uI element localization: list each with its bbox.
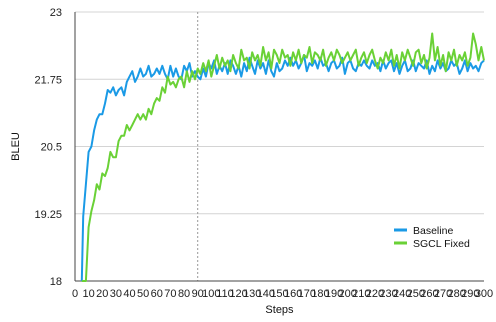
x-tick-label: 70 [164, 288, 176, 300]
x-tick-label: 180 [311, 288, 329, 300]
y-tick-label: 21.75 [34, 74, 62, 86]
grid-layer [75, 11, 484, 215]
x-tick-label: 260 [420, 288, 438, 300]
x-tick-label: 200 [338, 288, 356, 300]
x-tick-label: 170 [298, 288, 316, 300]
x-tick-label: 190 [325, 288, 343, 300]
x-tick-label: 220 [366, 288, 384, 300]
y-axis-title: BLEU [10, 132, 22, 161]
x-tick-label: 60 [151, 288, 163, 300]
x-tick-label: 240 [393, 288, 411, 300]
x-tick-label: 130 [243, 288, 261, 300]
x-tick-label: 10 [83, 288, 95, 300]
y-tick-label: 20.5 [41, 142, 62, 154]
x-tick-label: 300 [475, 288, 493, 300]
x-tick-label: 250 [407, 288, 425, 300]
x-tick-label: 160 [284, 288, 302, 300]
x-tick-label: 150 [270, 288, 288, 300]
x-tick-label: 110 [216, 288, 234, 300]
x-tick-label: 40 [123, 288, 135, 300]
legend-label: SGCL Fixed [413, 238, 470, 250]
x-tick-label: 120 [229, 288, 247, 300]
x-tick-label: 0 [72, 288, 78, 300]
x-tick-label: 270 [434, 288, 452, 300]
x-tick-label: 140 [257, 288, 275, 300]
x-axis-title: Steps [265, 304, 294, 316]
x-tick-label: 230 [379, 288, 397, 300]
series-layer [80, 32, 485, 282]
y-tick-label: 19.25 [34, 209, 62, 221]
legend-label: Baseline [413, 225, 453, 237]
axes-layer [74, 12, 484, 282]
y-tick-label: 23 [50, 7, 62, 19]
x-tick-label: 30 [110, 288, 122, 300]
y-tick-label: 18 [50, 276, 62, 288]
x-tick-label: 20 [96, 288, 108, 300]
x-tick-label: 90 [192, 288, 204, 300]
x-tick-label: 100 [202, 288, 220, 300]
series-line-baseline [80, 54, 485, 282]
series-line-sgcl-fixed [81, 32, 485, 282]
x-tick-label: 80 [178, 288, 190, 300]
x-tick-label: 280 [448, 288, 466, 300]
x-tick-label: 210 [352, 288, 370, 300]
x-tick-label: 50 [137, 288, 149, 300]
x-tick-label: 290 [461, 288, 479, 300]
